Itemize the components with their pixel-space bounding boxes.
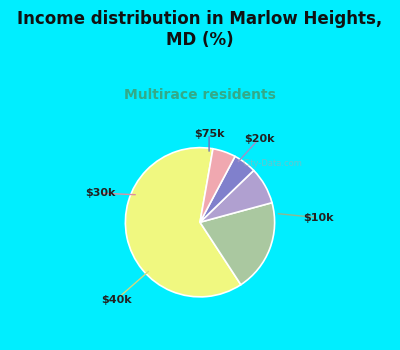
Text: City-Data.com: City-Data.com [243, 159, 303, 168]
Wedge shape [200, 203, 275, 285]
Text: $40k: $40k [101, 295, 132, 304]
Wedge shape [200, 170, 272, 222]
Text: $30k: $30k [85, 188, 115, 198]
Text: Income distribution in Marlow Heights,
MD (%): Income distribution in Marlow Heights, M… [17, 10, 383, 49]
Text: $20k: $20k [244, 134, 274, 143]
Wedge shape [200, 149, 235, 222]
Text: Multirace residents: Multirace residents [124, 88, 276, 102]
Wedge shape [125, 148, 241, 297]
Text: $75k: $75k [194, 129, 224, 139]
Text: $10k: $10k [303, 213, 334, 223]
Wedge shape [200, 156, 254, 222]
